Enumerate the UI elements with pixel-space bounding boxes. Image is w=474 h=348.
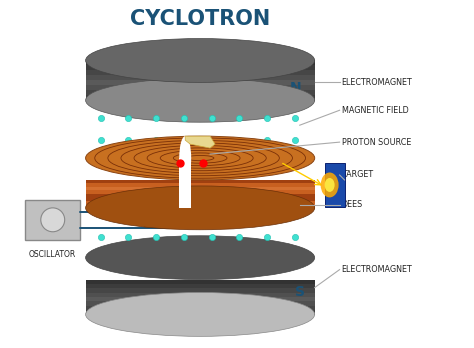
- Polygon shape: [86, 288, 315, 294]
- Polygon shape: [325, 163, 345, 207]
- Polygon shape: [86, 297, 315, 302]
- Text: S: S: [295, 285, 305, 299]
- Text: DEES: DEES: [342, 200, 363, 209]
- Ellipse shape: [86, 39, 315, 82]
- Polygon shape: [86, 180, 315, 184]
- Text: MAGNETIC FIELD: MAGNETIC FIELD: [342, 106, 408, 115]
- Polygon shape: [86, 61, 315, 66]
- Polygon shape: [86, 183, 315, 188]
- Text: ELECTROMAGNET: ELECTROMAGNET: [342, 265, 412, 274]
- Polygon shape: [86, 293, 315, 298]
- Polygon shape: [86, 301, 315, 307]
- Polygon shape: [86, 80, 315, 86]
- Ellipse shape: [86, 236, 315, 279]
- Ellipse shape: [86, 136, 315, 180]
- Polygon shape: [86, 65, 315, 71]
- Polygon shape: [86, 85, 315, 91]
- Polygon shape: [185, 136, 215, 148]
- Polygon shape: [86, 187, 315, 191]
- Text: ELECTROMAGNET: ELECTROMAGNET: [342, 78, 412, 87]
- Ellipse shape: [86, 293, 315, 337]
- Polygon shape: [86, 90, 315, 96]
- Polygon shape: [86, 310, 315, 315]
- Ellipse shape: [86, 78, 315, 122]
- Polygon shape: [86, 284, 315, 289]
- Polygon shape: [86, 194, 315, 198]
- Polygon shape: [86, 279, 315, 285]
- Ellipse shape: [325, 178, 335, 192]
- Text: CYCLOTRON: CYCLOTRON: [130, 9, 270, 29]
- Circle shape: [41, 208, 64, 232]
- Polygon shape: [86, 201, 315, 205]
- Polygon shape: [86, 197, 315, 202]
- Polygon shape: [86, 306, 315, 311]
- Text: OSCILLATOR: OSCILLATOR: [29, 250, 76, 259]
- Ellipse shape: [86, 186, 315, 230]
- Polygon shape: [179, 158, 191, 208]
- Polygon shape: [86, 76, 315, 81]
- Text: PROTON SOURCE: PROTON SOURCE: [342, 137, 411, 147]
- Polygon shape: [86, 190, 315, 195]
- Polygon shape: [86, 204, 315, 209]
- Text: TARGET: TARGET: [342, 171, 373, 180]
- Ellipse shape: [179, 136, 191, 180]
- Polygon shape: [86, 70, 315, 77]
- Ellipse shape: [321, 173, 338, 197]
- Text: N: N: [290, 81, 301, 95]
- Polygon shape: [25, 200, 80, 240]
- Polygon shape: [86, 95, 315, 101]
